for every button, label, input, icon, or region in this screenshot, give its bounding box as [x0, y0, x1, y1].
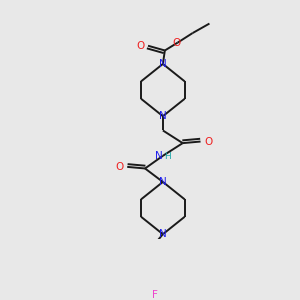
Text: H: H [164, 152, 171, 161]
Text: N: N [159, 229, 167, 239]
Text: F: F [152, 290, 158, 300]
Text: N: N [159, 59, 167, 69]
Text: O: O [204, 136, 213, 146]
Text: O: O [136, 41, 144, 51]
Text: N: N [155, 151, 163, 161]
Text: O: O [172, 38, 181, 48]
Text: N: N [159, 111, 167, 121]
Text: N: N [159, 177, 167, 187]
Text: O: O [115, 162, 123, 172]
